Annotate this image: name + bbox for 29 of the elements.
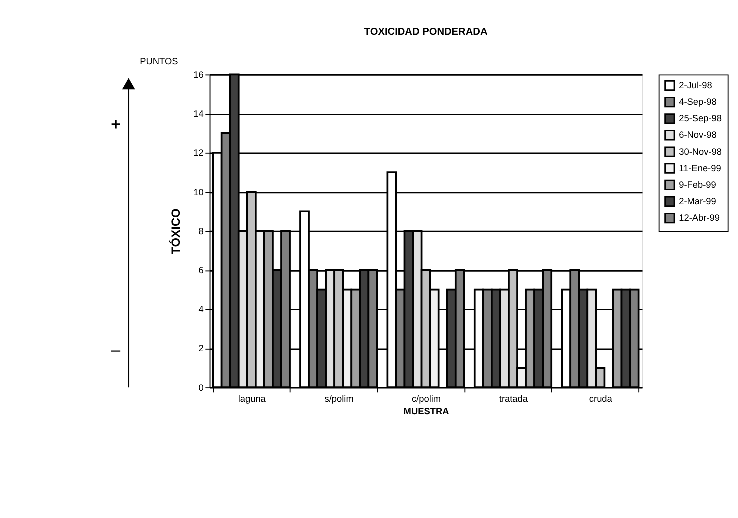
x-tick-label: cruda xyxy=(589,394,614,404)
legend-label: 12-Abr-99 xyxy=(679,213,720,224)
y-tick-label: 16 xyxy=(194,70,204,80)
y-tick-label: 6 xyxy=(198,265,204,276)
y-tick-label: 8 xyxy=(198,226,204,236)
x-tick-label: laguna xyxy=(238,394,267,404)
y-tick-label: 4 xyxy=(198,304,204,315)
text: + xyxy=(111,114,121,134)
legend-label: 2-Jul-98 xyxy=(679,80,712,91)
legend-label: 11-Ene-99 xyxy=(679,163,722,174)
legend-label: 4-Sep-98 xyxy=(679,97,717,108)
text: PUNTOS xyxy=(140,56,178,67)
legend-label: 30-Nov-98 xyxy=(679,146,722,157)
y-tick-label: 2 xyxy=(198,344,204,354)
x-tick-label: tratada xyxy=(499,394,529,404)
y-tick-label: 0 xyxy=(198,382,204,393)
y-tick-label: 12 xyxy=(194,148,204,158)
x-tick-label: s/polim xyxy=(324,394,354,404)
legend-label: 25-Sep-98 xyxy=(679,114,722,124)
legend-label: 9-Feb-99 xyxy=(679,180,716,190)
y-tick-label: 14 xyxy=(194,109,204,120)
x-axis-title: MUESTRA xyxy=(404,406,450,417)
chart-title: TOXICIDAD PONDERADA xyxy=(364,27,488,38)
x-tick-label: c/polim xyxy=(412,394,442,404)
text: – xyxy=(111,340,122,360)
y-tick-label: 10 xyxy=(194,187,204,198)
legend-label: 2-Mar-99 xyxy=(679,196,716,206)
y-axis-title: TÓXICO xyxy=(168,208,183,255)
legend-label: 6-Nov-98 xyxy=(679,130,717,140)
